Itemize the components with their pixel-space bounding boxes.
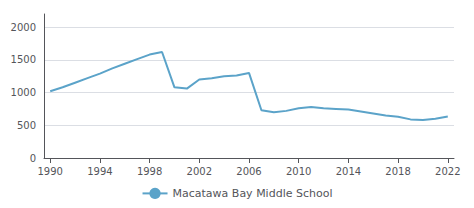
svg-text:2018: 2018 xyxy=(385,166,410,177)
svg-text:2010: 2010 xyxy=(286,166,311,177)
svg-text:2006: 2006 xyxy=(236,166,261,177)
svg-text:0: 0 xyxy=(30,153,36,164)
svg-text:2002: 2002 xyxy=(187,166,212,177)
svg-text:1994: 1994 xyxy=(87,166,112,177)
svg-text:1000: 1000 xyxy=(11,87,36,98)
svg-text:2022: 2022 xyxy=(435,166,460,177)
svg-text:500: 500 xyxy=(17,120,36,131)
svg-text:1998: 1998 xyxy=(137,166,162,177)
svg-text:2014: 2014 xyxy=(336,166,361,177)
svg-text:Macatawa Bay Middle School: Macatawa Bay Middle School xyxy=(173,187,333,200)
svg-text:1990: 1990 xyxy=(37,166,62,177)
svg-text:2000: 2000 xyxy=(11,22,36,33)
svg-text:1500: 1500 xyxy=(11,54,36,65)
